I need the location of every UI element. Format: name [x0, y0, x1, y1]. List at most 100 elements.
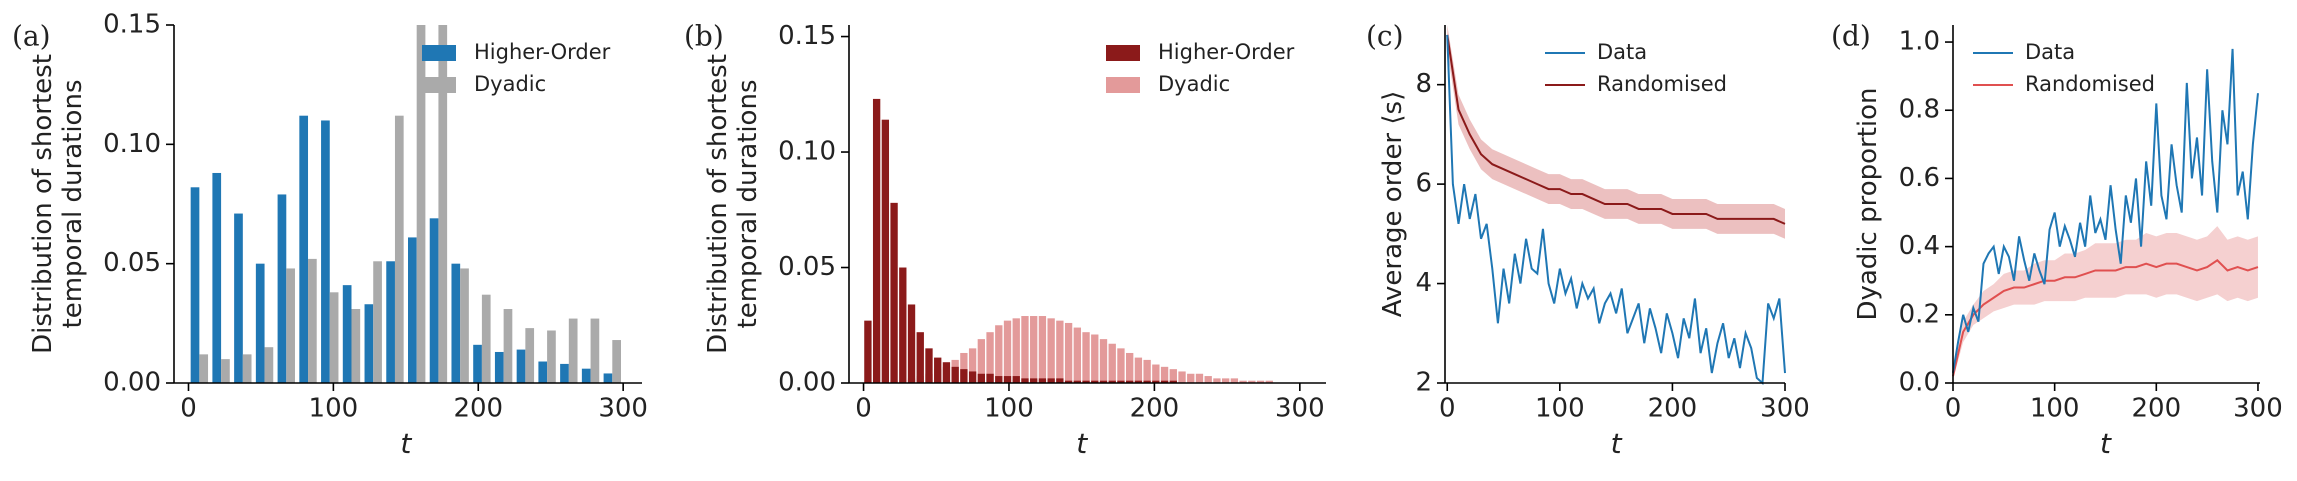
bar	[1160, 380, 1169, 383]
bar	[1108, 343, 1116, 383]
bar	[1056, 320, 1064, 383]
bar	[986, 373, 994, 383]
bar	[394, 115, 404, 384]
y-axis-label: Dyadic proportion	[1853, 87, 1883, 320]
legend-swatch	[422, 77, 456, 93]
bar	[603, 373, 613, 383]
y-tick-label: 2	[1415, 368, 1432, 398]
bar	[568, 318, 578, 383]
bar	[351, 309, 361, 383]
y-tick-label: 6	[1415, 169, 1432, 199]
bar	[1169, 380, 1177, 383]
line	[1446, 34, 1786, 225]
y-tick-label: 8	[1415, 69, 1432, 99]
bar	[1003, 320, 1012, 383]
bar	[1143, 380, 1151, 383]
bar	[968, 348, 977, 383]
bar	[1126, 352, 1134, 383]
bar	[590, 318, 600, 383]
line	[1952, 258, 2259, 377]
y-axis-label-line: Distribution of shortest	[28, 54, 58, 354]
bar	[190, 187, 200, 383]
legend-label: Higher-Order	[474, 40, 611, 64]
y-tick-label: 0.0	[1899, 368, 1940, 398]
y-tick-label: 0.10	[103, 129, 161, 159]
bar	[516, 349, 526, 383]
bar	[872, 98, 881, 384]
y-tick-label: 0.15	[103, 10, 161, 40]
bar	[451, 263, 461, 383]
legend-swatch	[422, 45, 456, 61]
bar	[995, 376, 1003, 383]
panel: (b)Distribution of shortesttemporal dura…	[684, 20, 1326, 460]
x-tick-label: 0	[855, 394, 872, 424]
bar	[286, 268, 295, 383]
bar	[925, 348, 933, 383]
x-axis-label: t	[400, 427, 412, 460]
bar	[960, 369, 968, 383]
bar	[1256, 380, 1265, 383]
line	[1446, 34, 1786, 386]
panel-label: (b)	[684, 20, 724, 53]
bar	[416, 25, 426, 383]
bar	[264, 347, 274, 383]
bar	[1126, 380, 1134, 383]
bar	[1143, 359, 1151, 383]
bar	[1204, 376, 1212, 383]
legend-label: Dyadic	[1158, 72, 1230, 96]
bar	[242, 354, 252, 383]
bar	[538, 361, 548, 383]
bar	[1012, 376, 1020, 383]
y-tick-label: 0.00	[778, 368, 836, 398]
y-tick-label: 0.15	[778, 21, 836, 51]
bar	[1091, 380, 1099, 383]
bar	[1221, 378, 1230, 383]
bar	[221, 359, 230, 383]
bar	[1038, 378, 1047, 383]
bar	[1073, 380, 1081, 383]
bar	[1169, 369, 1177, 383]
bar	[1239, 380, 1247, 383]
legend-swatch	[1106, 77, 1140, 93]
bar	[234, 213, 243, 383]
y-axis-label-line: temporal durations	[733, 80, 763, 329]
bar	[321, 120, 330, 383]
bar	[968, 371, 977, 383]
bar	[995, 325, 1003, 383]
bar	[199, 354, 209, 383]
panel: (d) Dyadic proportion t 0 100 200 300 0.0 0.2 0.4…	[1831, 20, 2283, 461]
bar	[1248, 380, 1256, 383]
bar	[1152, 380, 1160, 383]
bar	[255, 263, 265, 383]
bar	[1047, 318, 1055, 383]
bar	[1134, 380, 1143, 383]
bar	[525, 328, 535, 383]
bar	[907, 304, 916, 383]
bar	[473, 344, 482, 383]
bar	[1099, 339, 1108, 383]
y-axis-label: Distribution of shortesttemporal duratio…	[28, 54, 88, 354]
bar	[1117, 348, 1125, 383]
x-tick-label: 200	[1130, 394, 1180, 424]
bar	[1021, 316, 1029, 383]
x-tick-label: 200	[2131, 394, 2181, 424]
y-axis-label-line: temporal durations	[58, 80, 88, 329]
legend-label: Randomised	[2025, 72, 2155, 96]
x-tick-label: 300	[2233, 394, 2283, 424]
bar	[960, 352, 968, 383]
bar	[438, 25, 448, 383]
bar	[986, 332, 994, 383]
legend-label: Data	[1597, 40, 1647, 64]
bar	[429, 218, 439, 383]
panel-label: (a)	[12, 20, 51, 53]
y-tick-label: 0.05	[103, 248, 161, 278]
y-tick-label: 0.6	[1899, 163, 1940, 193]
panel: (c) Average order ⟨s⟩ t 0 100 200 300 2 4 6 8 Data R…	[1366, 20, 1810, 461]
bar	[942, 362, 951, 383]
legend-label: Higher-Order	[1158, 40, 1295, 64]
bar	[1082, 380, 1090, 383]
bar	[1108, 380, 1116, 383]
x-tick-label: 200	[453, 394, 503, 424]
bar	[899, 267, 907, 383]
